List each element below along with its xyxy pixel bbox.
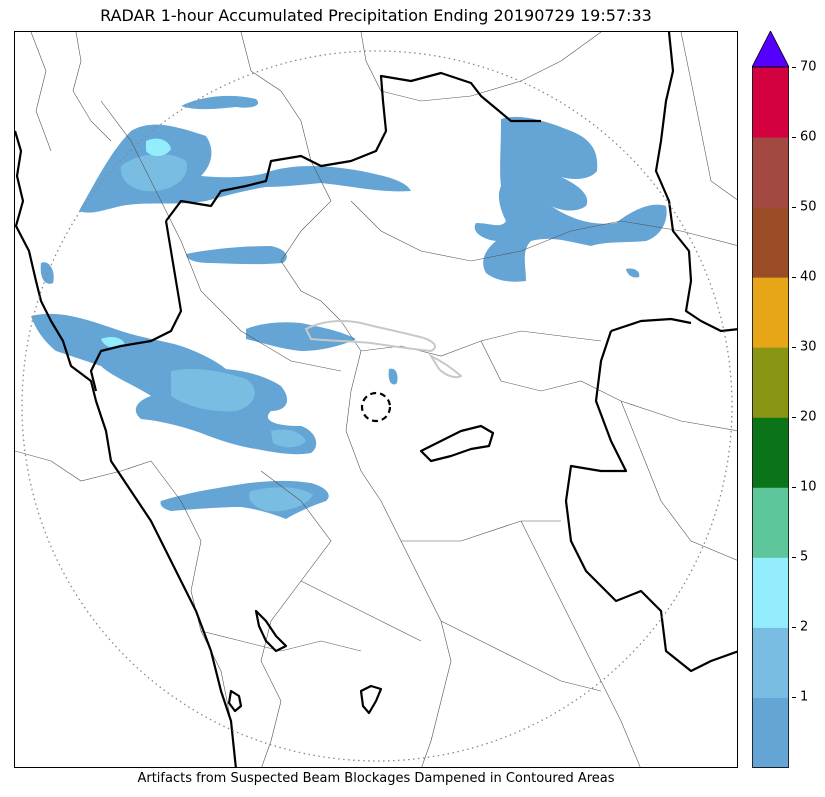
precip-core-west [171, 368, 255, 412]
colorbar-tick-label: 10 [800, 479, 817, 495]
state-line-small-south [254, 609, 288, 653]
colorbar-tick [792, 557, 796, 559]
precip-band-central [246, 322, 356, 351]
colorbar-tick [792, 347, 796, 349]
colorbar-tick-label: 70 [800, 59, 817, 75]
radar-site-icon [360, 391, 392, 423]
colorbar-segment [752, 627, 789, 698]
colorbar-segment [752, 347, 789, 418]
map-caption: Artifacts from Suspected Beam Blockages … [137, 771, 615, 786]
colorbar-tick [792, 697, 796, 699]
state-line-small-south-2 [359, 684, 383, 715]
state-line-north [165, 71, 541, 222]
district-boundaries [15, 32, 737, 767]
colorbar-segment [752, 67, 789, 138]
colorbar-tick [792, 67, 796, 68]
radar-map [14, 31, 738, 768]
colorbar [752, 31, 789, 768]
precip-band-central-north [186, 246, 287, 265]
range-ring-icon [21, 50, 733, 762]
precipitation-layer [31, 95, 667, 519]
colorbar-tick-label: 40 [800, 269, 817, 285]
colorbar-tick-label: 30 [800, 339, 817, 355]
state-line-enclave [419, 424, 495, 463]
precip-small-central [388, 368, 398, 385]
precipitation-heavy-layer [120, 154, 313, 512]
colorbar-tick-label: 2 [800, 619, 809, 635]
state-line-coast [15, 130, 237, 767]
colorbar-segment [752, 417, 789, 488]
colorbar-tick [792, 207, 796, 209]
precip-band-nw-top [181, 95, 259, 110]
colorbar-segment [752, 557, 789, 628]
colorbar-tick-label: 50 [800, 199, 817, 215]
colorbar-tick-label: 60 [800, 129, 817, 145]
colorbar-tick-label: 5 [800, 549, 809, 565]
precip-core-nw [120, 154, 187, 192]
colorbar-tick [792, 487, 796, 489]
colorbar-segment [752, 487, 789, 558]
map-title: RADAR 1-hour Accumulated Precipitation E… [100, 6, 652, 25]
colorbar-extend-arrow-icon [752, 31, 789, 68]
colorbar-segment [752, 207, 789, 278]
precip-peak-west [101, 337, 125, 348]
precip-small-ne [626, 268, 640, 278]
colorbar-tick-label: 20 [800, 409, 817, 425]
colorbar-tick [792, 417, 796, 419]
colorbar-tick [792, 137, 796, 139]
state-line-east-2 [610, 317, 692, 333]
state-line-inner [89, 220, 183, 392]
precip-core-central [271, 429, 306, 448]
colorbar-tick [792, 627, 796, 629]
precipitation-core-layer [101, 138, 171, 348]
colorbar-segment [752, 277, 789, 348]
precip-core-south [249, 487, 313, 512]
colorbar-segment [752, 697, 789, 768]
colorbar-tick-labels: 1 2 5 10 20 30 40 50 60 70 [792, 0, 825, 797]
precip-peak-nw [146, 138, 171, 157]
state-line-east-south [564, 330, 737, 673]
colorbar-tick [792, 277, 796, 279]
blockage-contours [304, 320, 463, 379]
state-line-island [227, 689, 243, 713]
colorbar-segment [752, 137, 789, 208]
state-boundaries [15, 32, 737, 767]
state-line-east [654, 32, 737, 333]
colorbar-tick-label: 1 [800, 689, 809, 705]
precip-band-ne [474, 116, 667, 282]
